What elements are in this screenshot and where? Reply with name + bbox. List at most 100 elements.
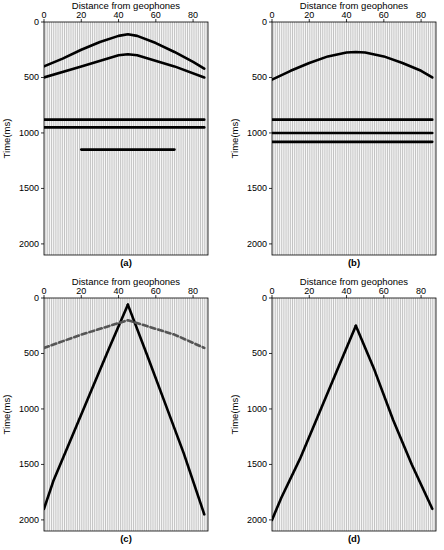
trace — [273, 298, 274, 531]
trace — [277, 22, 278, 255]
y-tick — [269, 188, 272, 189]
y-tick-label: 1500 — [247, 183, 267, 193]
trace — [299, 22, 300, 255]
trace — [430, 22, 431, 255]
trace — [398, 298, 399, 531]
trace — [155, 22, 156, 255]
trace — [311, 22, 312, 255]
trace — [368, 298, 369, 531]
x-tick-label: 0 — [41, 10, 46, 20]
trace — [180, 22, 181, 255]
trace — [127, 22, 128, 255]
trace — [331, 298, 332, 531]
trace — [165, 22, 166, 255]
trace — [206, 298, 207, 531]
trace — [383, 298, 384, 531]
trace — [374, 22, 375, 255]
trace — [339, 298, 340, 531]
trace — [367, 298, 368, 531]
trace — [335, 22, 336, 255]
trace — [58, 298, 59, 531]
trace — [393, 22, 394, 255]
trace — [68, 298, 69, 531]
trace — [391, 22, 392, 255]
panel-caption: (c) — [120, 533, 132, 544]
trace — [314, 298, 315, 531]
trace — [342, 298, 343, 531]
trace — [333, 298, 334, 531]
y-tick-label: 0 — [262, 17, 267, 27]
x-tick-label: 40 — [114, 10, 124, 20]
trace — [53, 298, 54, 531]
trace — [294, 298, 295, 531]
trace — [350, 298, 351, 531]
trace — [49, 22, 50, 255]
trace — [348, 298, 349, 531]
trace — [168, 22, 169, 255]
trace — [368, 22, 369, 255]
trace — [152, 298, 153, 531]
trace — [105, 22, 106, 255]
x-tick-label: 60 — [151, 10, 161, 20]
trace — [174, 298, 175, 531]
traces — [44, 22, 208, 255]
trace — [79, 22, 80, 255]
trace — [133, 22, 134, 255]
trace — [176, 22, 177, 255]
trace — [406, 298, 407, 531]
trace — [53, 22, 54, 255]
trace — [307, 22, 308, 255]
y-tick — [269, 132, 272, 133]
y-axis-title: Time(ms) — [229, 119, 240, 159]
y-tick — [41, 243, 44, 244]
trace — [174, 22, 175, 255]
trace — [344, 298, 345, 531]
y-tick — [41, 188, 44, 189]
trace — [107, 298, 108, 531]
x-tick-label: 40 — [114, 286, 124, 296]
trace — [99, 22, 100, 255]
trace — [355, 22, 356, 255]
y-tick-label: 2000 — [247, 239, 267, 249]
trace — [346, 298, 347, 531]
trace — [303, 22, 304, 255]
y-tick-label: 500 — [24, 72, 39, 82]
trace — [290, 22, 291, 255]
trace — [305, 22, 306, 255]
trace — [57, 22, 58, 255]
y-tick — [41, 77, 44, 78]
trace — [75, 22, 76, 255]
x-tick-label: 60 — [151, 286, 161, 296]
trace — [55, 22, 56, 255]
panel-caption: (a) — [120, 257, 132, 268]
trace — [163, 298, 164, 531]
trace — [189, 298, 190, 531]
trace — [393, 298, 394, 531]
x-axis-title: Distance from geophones — [72, 0, 181, 11]
x-tick-label: 20 — [76, 286, 86, 296]
trace — [161, 298, 162, 531]
trace — [107, 22, 108, 255]
y-axis-title: Time(ms) — [1, 395, 12, 435]
trace — [409, 298, 410, 531]
trace — [142, 298, 143, 531]
trace — [348, 22, 349, 255]
trace — [57, 298, 58, 531]
event-line — [44, 126, 204, 129]
trace — [127, 298, 128, 531]
traces — [272, 22, 436, 255]
trace — [413, 298, 414, 531]
trace — [126, 298, 127, 531]
trace — [92, 298, 93, 531]
trace — [105, 298, 106, 531]
trace — [409, 22, 410, 255]
frame — [44, 298, 208, 531]
x-tick-label: 60 — [379, 10, 389, 20]
trace — [279, 22, 280, 255]
trace — [202, 298, 203, 531]
trace — [183, 298, 184, 531]
trace — [73, 298, 74, 531]
trace — [313, 22, 314, 255]
trace — [422, 298, 423, 531]
trace — [135, 298, 136, 531]
